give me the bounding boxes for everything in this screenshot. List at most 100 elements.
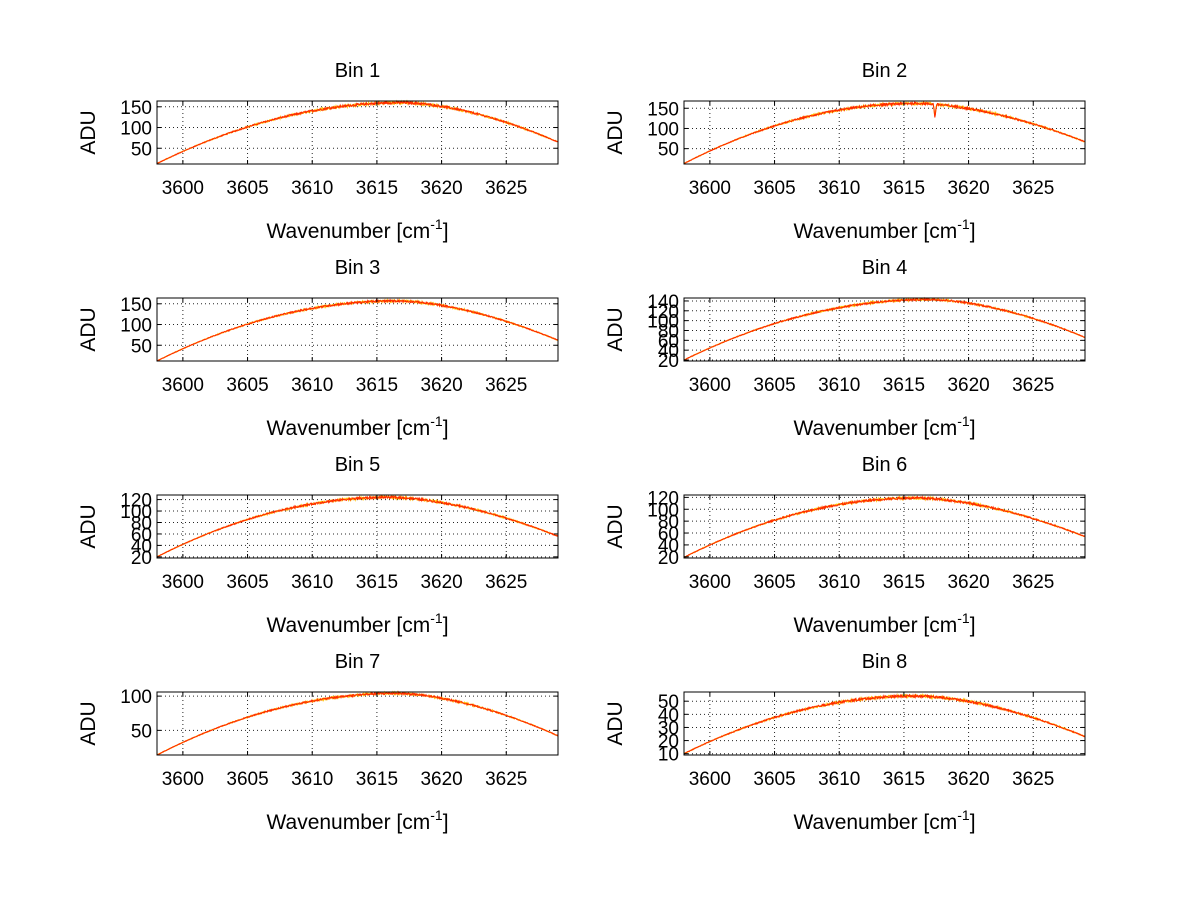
axes-box	[683, 100, 1086, 165]
x-tick-label: 3620	[420, 375, 462, 396]
x-tick-label: 3610	[818, 572, 860, 593]
x-tick-label: 3605	[226, 375, 268, 396]
y-axis-label: ADU	[77, 701, 100, 745]
y-tick-label: 100	[120, 502, 152, 523]
series-line	[156, 690, 559, 756]
x-tick-label: 3605	[226, 769, 268, 790]
axes-box	[156, 100, 559, 165]
x-tick-label: 3600	[162, 769, 204, 790]
x-tick-label: 3600	[162, 572, 204, 593]
series-line-noise	[683, 692, 1086, 755]
y-tick-label: 50	[131, 139, 152, 160]
x-axis-label: Wavenumber [cm-1]	[793, 807, 975, 834]
x-tick-label: 3620	[947, 375, 989, 396]
y-tick-label: 100	[120, 119, 152, 140]
y-axis-label: ADU	[604, 504, 627, 548]
y-axis-label: ADU	[604, 110, 627, 154]
y-tick-label: 50	[658, 692, 679, 713]
x-tick-label: 3620	[420, 572, 462, 593]
subplot-title: Bin 3	[335, 257, 381, 279]
series-line	[156, 99, 559, 164]
y-tick-label: 80	[131, 513, 152, 534]
axes-box	[683, 297, 1086, 362]
x-tick-label: 3605	[753, 572, 795, 593]
x-tick-label: 3615	[356, 769, 398, 790]
x-tick-label: 3605	[753, 769, 795, 790]
x-tick-label: 3605	[753, 178, 795, 199]
x-tick-label: 3605	[226, 572, 268, 593]
x-axis-label: Wavenumber [cm-1]	[793, 216, 975, 243]
x-tick-label: 3625	[1012, 769, 1054, 790]
y-tick-label: 50	[131, 721, 152, 742]
x-tick-label: 3610	[291, 178, 333, 199]
y-tick-label: 100	[120, 687, 152, 708]
series-line	[683, 495, 1086, 558]
y-axis-label: ADU	[77, 110, 100, 154]
x-tick-label: 3610	[291, 769, 333, 790]
subplot-title: Bin 4	[862, 257, 908, 279]
subplot-4: 3600 3605 3610 3615 3620 3625 2040608010012014…	[604, 257, 1086, 440]
y-axis-label: ADU	[77, 307, 100, 351]
x-tick-label: 3600	[162, 178, 204, 199]
axes-box	[156, 494, 559, 559]
y-tick-label: 150	[120, 98, 152, 119]
x-tick-label: 3600	[689, 178, 731, 199]
y-tick-label: 40	[658, 536, 679, 557]
y-tick-label: 30	[658, 718, 679, 739]
x-tick-label: 3610	[818, 375, 860, 396]
y-axis-label: ADU	[604, 307, 627, 351]
x-axis-label: Wavenumber [cm-1]	[266, 413, 448, 440]
y-tick-label: 140	[647, 292, 679, 313]
y-tick-label: 40	[131, 536, 152, 557]
x-tick-label: 3600	[689, 769, 731, 790]
y-tick-label: 80	[658, 321, 679, 342]
x-tick-label: 3615	[356, 572, 398, 593]
x-tick-label: 3620	[947, 572, 989, 593]
x-tick-label: 3615	[883, 178, 925, 199]
series-line-noise	[156, 298, 559, 362]
x-tick-label: 3615	[883, 769, 925, 790]
y-tick-label: 60	[658, 524, 679, 545]
x-tick-label: 3625	[485, 769, 527, 790]
subplot-7: 3600 3605 3610 3615 3620 3625 50 100 Bin 7 Wavenu…	[77, 651, 559, 834]
series-line	[156, 494, 559, 558]
series-line	[683, 100, 1086, 165]
y-tick-label: 60	[658, 331, 679, 352]
series-line-noise	[683, 100, 1086, 165]
x-tick-label: 3620	[420, 769, 462, 790]
series-line	[683, 693, 1086, 754]
x-tick-label: 3625	[485, 178, 527, 199]
x-tick-label: 3605	[753, 375, 795, 396]
y-tick-label: 80	[658, 512, 679, 533]
subplot-title: Bin 8	[862, 651, 908, 673]
y-tick-label: 50	[131, 336, 152, 357]
x-axis-label: Wavenumber [cm-1]	[266, 807, 448, 834]
x-tick-label: 3610	[818, 769, 860, 790]
subplot-title: Bin 7	[335, 651, 381, 673]
y-tick-label: 20	[131, 548, 152, 569]
x-tick-label: 3610	[818, 178, 860, 199]
series-line-noise	[683, 297, 1086, 361]
axes-box	[156, 691, 559, 756]
y-tick-label: 60	[131, 525, 152, 546]
subplot-title: Bin 6	[862, 454, 908, 476]
x-tick-label: 3615	[883, 572, 925, 593]
subplot-title: Bin 5	[335, 454, 381, 476]
y-tick-label: 150	[120, 295, 152, 316]
x-tick-label: 3625	[485, 572, 527, 593]
y-tick-label: 120	[647, 488, 679, 509]
axes-box	[683, 494, 1086, 559]
y-tick-label: 20	[658, 548, 679, 569]
x-axis-label: Wavenumber [cm-1]	[266, 216, 448, 243]
y-tick-label: 120	[120, 491, 152, 512]
y-tick-label: 100	[120, 316, 152, 337]
y-tick-label: 100	[647, 119, 679, 140]
y-tick-label: 20	[658, 732, 679, 753]
y-tick-label: 100	[647, 500, 679, 521]
y-tick-label: 20	[658, 351, 679, 372]
x-axis-label: Wavenumber [cm-1]	[266, 610, 448, 637]
